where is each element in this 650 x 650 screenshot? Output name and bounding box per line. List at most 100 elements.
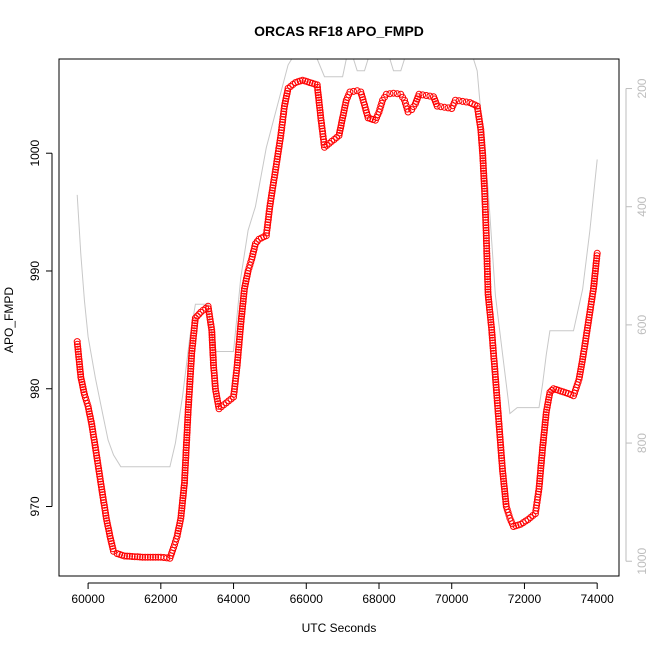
data-point xyxy=(274,147,282,155)
data-point xyxy=(476,123,484,131)
data-point xyxy=(404,108,412,116)
data-point xyxy=(486,306,494,314)
data-point xyxy=(542,408,550,416)
data-point xyxy=(545,396,552,404)
y2-tick-label: 600 xyxy=(635,315,649,335)
data-point xyxy=(91,444,99,452)
data-point xyxy=(494,404,502,412)
data-point xyxy=(543,406,551,414)
data-point xyxy=(265,213,273,221)
data-point xyxy=(237,320,245,328)
data-point xyxy=(276,134,284,142)
data-point xyxy=(579,355,587,363)
data-point xyxy=(182,454,190,462)
data-point xyxy=(191,314,199,322)
data-point xyxy=(536,472,544,480)
data-point xyxy=(185,398,193,406)
data-point xyxy=(477,134,485,141)
data-point xyxy=(537,464,545,472)
data-point xyxy=(486,313,494,321)
data-point xyxy=(486,311,494,319)
data-point xyxy=(535,482,543,490)
data-point xyxy=(482,221,490,229)
data-point xyxy=(315,99,323,107)
data-point xyxy=(209,354,217,362)
data-point xyxy=(240,292,248,300)
data-point xyxy=(209,346,217,354)
data-point xyxy=(232,374,240,382)
data-point xyxy=(476,120,484,128)
data-point xyxy=(591,275,599,283)
data-point xyxy=(87,418,95,426)
data-point xyxy=(583,327,591,334)
data-point xyxy=(338,119,346,127)
data-point xyxy=(236,333,244,341)
data-point xyxy=(314,89,322,96)
data-point xyxy=(213,392,221,400)
data-point xyxy=(179,492,187,500)
data-point xyxy=(497,441,505,449)
data-point xyxy=(484,288,492,296)
data-point xyxy=(233,367,241,374)
data-point xyxy=(250,245,258,253)
data-point xyxy=(419,91,427,99)
data-point xyxy=(591,267,599,275)
data-point xyxy=(128,553,136,560)
data-point xyxy=(175,522,183,530)
data-point xyxy=(207,318,214,326)
data-point xyxy=(316,109,324,117)
y2-tick-label: 200 xyxy=(635,78,649,98)
data-point xyxy=(179,494,187,502)
data-point xyxy=(483,255,491,263)
data-point xyxy=(97,478,105,486)
data-point xyxy=(186,383,194,391)
data-point xyxy=(485,303,493,311)
data-point xyxy=(178,504,186,512)
data-point xyxy=(90,433,98,441)
data-point xyxy=(187,357,195,365)
data-point xyxy=(492,378,500,386)
data-point xyxy=(271,171,279,179)
data-point xyxy=(319,127,326,135)
data-point xyxy=(539,441,547,449)
data-point xyxy=(541,426,548,434)
data-point xyxy=(540,431,548,439)
data-point xyxy=(488,329,496,336)
data-point xyxy=(253,238,261,245)
data-point xyxy=(93,452,101,459)
data-point xyxy=(477,126,485,134)
data-point xyxy=(263,224,271,232)
data-point xyxy=(209,351,217,359)
data-point xyxy=(501,492,509,500)
data-point xyxy=(542,416,549,424)
data-point xyxy=(539,439,547,447)
data-point xyxy=(213,395,221,403)
data-point xyxy=(233,359,241,367)
data-point xyxy=(105,529,113,537)
data-point xyxy=(174,527,182,535)
data-point xyxy=(234,354,242,361)
data-point xyxy=(190,332,197,340)
x-tick-label: 70000 xyxy=(435,592,469,606)
data-point xyxy=(238,307,246,315)
secondary-series-layer xyxy=(76,58,598,468)
data-point xyxy=(183,429,191,436)
data-point xyxy=(270,173,278,181)
data-point xyxy=(104,524,112,532)
data-point xyxy=(189,334,197,342)
data-point xyxy=(93,454,101,462)
data-point xyxy=(315,101,323,109)
data-point xyxy=(188,352,196,360)
data-point xyxy=(187,367,195,375)
data-point xyxy=(277,129,285,137)
data-point xyxy=(499,470,507,478)
y2-tick-label: 800 xyxy=(635,433,649,453)
points-layer xyxy=(73,76,601,562)
data-point xyxy=(265,210,273,218)
data-point xyxy=(195,310,203,318)
data-point xyxy=(75,355,83,363)
data-point xyxy=(78,381,86,388)
data-point xyxy=(492,381,500,389)
data-point xyxy=(577,363,585,371)
data-point xyxy=(592,265,600,272)
